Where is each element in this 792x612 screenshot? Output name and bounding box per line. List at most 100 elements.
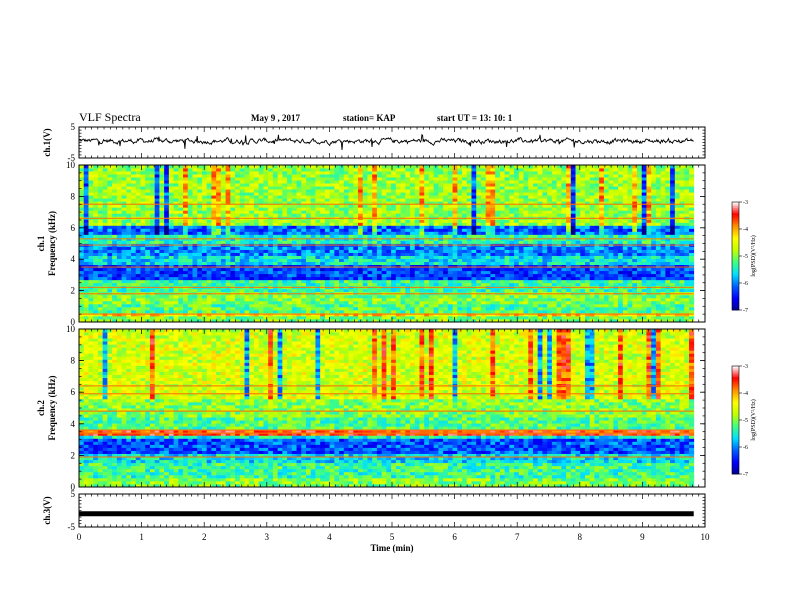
spectrogram-cell — [367, 231, 373, 235]
spectrogram-cell — [112, 213, 118, 217]
spectrogram-cell — [334, 249, 340, 253]
spectrogram-cell — [480, 228, 487, 232]
spectrogram-cell — [480, 309, 487, 314]
spectrogram-cell — [296, 258, 302, 263]
spectrogram-cell — [178, 270, 184, 275]
y-tick-label: -5 — [68, 153, 76, 163]
spectrogram-cell — [443, 306, 449, 311]
spectrogram-cell — [443, 213, 449, 217]
spectrogram-cell — [206, 267, 212, 272]
spectrogram-cell — [561, 303, 567, 308]
spectrogram-cell — [268, 225, 274, 229]
spectrogram-cell — [353, 261, 359, 266]
spectrogram-cell — [495, 297, 501, 302]
spectrogram-cell — [126, 264, 132, 269]
spectrogram-cell — [689, 255, 695, 259]
spectrogram-cell — [244, 213, 250, 217]
spectrogram-cell — [206, 213, 212, 217]
spectrogram-cell — [287, 234, 293, 238]
spectrogram-cell — [206, 282, 212, 287]
spectrogram-cell — [301, 240, 307, 244]
spectrogram-cell — [391, 282, 397, 287]
spectrogram-cell — [414, 282, 420, 287]
spectrogram-cell — [140, 306, 146, 311]
spectrogram-cell — [112, 246, 118, 250]
spectrogram-cell — [466, 309, 472, 314]
spectrogram-cell — [566, 273, 572, 278]
spectrogram-cell — [253, 261, 260, 266]
spectrogram-cell — [282, 222, 288, 226]
spectrogram-cell — [310, 294, 316, 299]
spectrogram-cell — [107, 213, 113, 217]
spectrogram-cell — [528, 288, 534, 293]
spectrogram-cell — [140, 225, 146, 229]
spectrogram-cell — [509, 258, 515, 263]
spectrogram-cell — [485, 228, 491, 232]
spectrogram-cell — [145, 267, 151, 272]
spectrogram-cell — [310, 219, 316, 223]
spectrogram-cell — [154, 240, 160, 244]
spectrogram-cell — [339, 288, 345, 293]
spectrogram-cell — [514, 213, 520, 217]
spectrogram-cell — [580, 252, 586, 256]
spectrogram-cell — [263, 213, 269, 217]
spectrogram-cell — [424, 231, 430, 235]
spectrogram-cell — [235, 279, 241, 284]
spectrogram-cell — [485, 303, 491, 308]
spectrogram-cell — [532, 297, 539, 302]
spectrogram-cell — [220, 228, 226, 232]
spectrogram-cell — [405, 255, 411, 259]
spectrogram-cell — [372, 234, 378, 238]
spectrogram-cell — [504, 315, 510, 320]
spectrogram-cell — [618, 240, 624, 244]
spectrogram-cell — [632, 279, 638, 284]
spectrogram-cell — [301, 267, 307, 272]
spectrogram-cell — [523, 309, 529, 314]
spectrogram-cell — [324, 231, 331, 235]
spectrogram-cell — [225, 294, 231, 299]
spectrogram-cell — [102, 306, 108, 311]
spectrogram-cell — [249, 228, 255, 232]
spectrogram-cell — [419, 261, 425, 266]
spectrogram-cell — [528, 267, 534, 272]
spectrogram-cell — [428, 255, 435, 259]
spectrogram-cell — [438, 246, 444, 250]
spectrogram-cell — [183, 222, 189, 226]
spectrogram-cell — [168, 276, 174, 281]
spectrogram-cell — [499, 294, 505, 299]
spectrogram-cell — [339, 222, 345, 226]
spectrogram-cell — [159, 264, 165, 269]
spectrogram-cell — [424, 255, 430, 259]
spectrogram-cell — [301, 258, 307, 263]
spectrogram-cell — [627, 315, 633, 320]
spectrogram-cell — [556, 273, 562, 278]
spectrogram-cell — [414, 315, 420, 320]
spectrogram-cell — [438, 264, 444, 269]
spectrogram-cell — [641, 270, 647, 275]
spectrogram-cell — [164, 264, 170, 269]
spectrogram-cell — [334, 252, 340, 256]
spectrogram-cell — [230, 267, 236, 272]
spectrogram-cell — [584, 246, 591, 250]
spectrogram-cell — [523, 315, 529, 320]
spectrogram-cell — [183, 270, 189, 275]
spectrogram-cell — [665, 222, 671, 226]
spectrogram-cell — [145, 306, 151, 311]
spectrogram-cell — [164, 213, 170, 217]
spectrogram-cell — [320, 300, 326, 305]
spectrogram-cell — [376, 240, 383, 244]
spectrogram-cell — [192, 294, 198, 299]
spectrogram-cell — [97, 318, 104, 323]
spectrogram-cell — [414, 273, 420, 278]
spectrogram-cell — [140, 303, 146, 308]
spectrogram-cell — [523, 288, 529, 293]
spectrogram-cell — [674, 270, 680, 275]
spectrogram-cell — [462, 240, 468, 244]
spectrogram-cell — [183, 255, 189, 259]
spectrogram-cell — [476, 219, 482, 223]
spectrogram-cell — [542, 294, 548, 299]
spectrogram-cell — [646, 222, 652, 226]
spectrogram-cell — [542, 315, 548, 320]
spectrogram-cell — [386, 234, 392, 238]
spectrogram-cell — [272, 300, 279, 305]
